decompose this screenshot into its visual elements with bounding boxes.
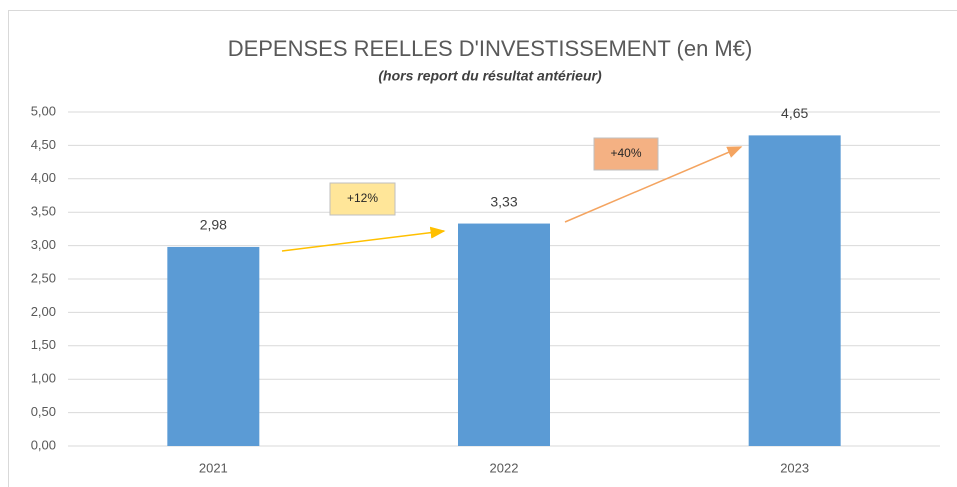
chart-border (8, 10, 957, 487)
y-tick-label: 0,00 (31, 437, 56, 452)
bar (458, 223, 550, 446)
y-tick-label: 1,50 (31, 337, 56, 352)
bar (167, 246, 260, 446)
y-tick-label: 4,50 (31, 137, 56, 152)
x-tick-label: 2021 (199, 460, 228, 475)
x-tick-label: 2023 (780, 460, 809, 475)
y-tick-label: 4,00 (31, 170, 56, 185)
annotation-box (593, 137, 659, 171)
y-tick-label: 3,50 (31, 204, 56, 219)
chart-title: DEPENSES REELLES D'INVESTISSEMENT (en M€… (228, 36, 753, 61)
y-tick-label: 5,00 (31, 103, 56, 118)
annotation: +12% (347, 191, 378, 205)
y-tick-label: 3,00 (31, 237, 56, 252)
data-label: 2,98 (200, 217, 227, 233)
data-label: 3,33 (490, 193, 517, 209)
annotation: +40% (610, 146, 641, 160)
y-tick-label: 2,00 (31, 304, 56, 319)
y-tick-label: 1,00 (31, 371, 56, 386)
y-tick-label: 0,50 (31, 404, 56, 419)
annotation-box (329, 182, 396, 216)
chart-subtitle: (hors report du résultat antérieur) (378, 68, 602, 84)
plot-area: 0,00 0,50 1,00 1,50 2,00 2,50 3,00 3,50 4,00 4,50… (31, 103, 940, 475)
trend-arrow (564, 146, 743, 223)
data-label: 4,65 (781, 105, 808, 121)
bar (748, 135, 841, 446)
y-tick-label: 2,50 (31, 270, 56, 285)
trend-arrow (281, 226, 446, 252)
x-tick-label: 2022 (490, 460, 519, 475)
